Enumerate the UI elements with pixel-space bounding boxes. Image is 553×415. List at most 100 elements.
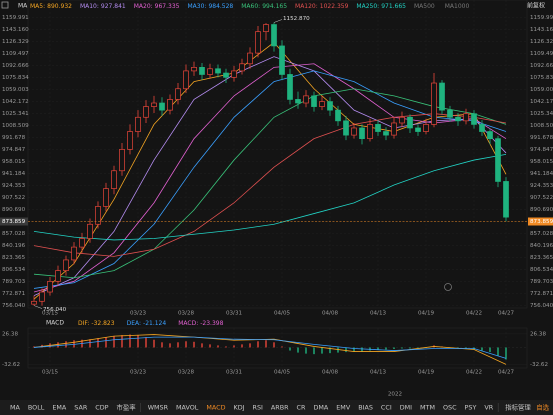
tab[interactable]: 指标管理 [505, 403, 531, 412]
y-tick-label: 789.703 [530, 279, 553, 285]
y-tick-label: 991.678 [530, 135, 553, 141]
candle-body [487, 131, 493, 140]
y-tick-label: 890.690 [2, 207, 26, 213]
y-tick-label: 1092.666 [530, 63, 553, 69]
tab[interactable]: EMV [336, 404, 351, 412]
y-tick-label: 941.184 [2, 171, 26, 177]
candle-body [255, 31, 261, 54]
legend-entry: MA30: 984.528 [187, 3, 233, 10]
ma-line [33, 153, 507, 241]
candle-body [143, 106, 149, 118]
legend-name: DIF [78, 320, 88, 327]
legend-name: MA250 [356, 3, 377, 10]
y-tick-label: 1143.160 [530, 27, 553, 33]
x-tick-label: 03/23 [130, 370, 147, 376]
legend-value: -21.124 [143, 320, 166, 327]
y-tick-label: -32.62 [2, 362, 20, 368]
candle-body [391, 122, 397, 136]
macd-title: MACD [46, 320, 64, 327]
y-tick-label: 1159.991 [2, 15, 29, 21]
candle-body [103, 188, 109, 207]
tab[interactable]: PSY [465, 404, 477, 412]
tab[interactable]: WMSR [148, 404, 169, 412]
y-tick-label: 840.196 [530, 243, 553, 249]
candle-body [503, 181, 509, 218]
tab[interactable]: 市盈率 [117, 403, 137, 412]
macd-line [33, 336, 507, 359]
y-tick-label: 991.678 [2, 135, 26, 141]
candle-body [343, 120, 349, 136]
candle-body [479, 124, 485, 132]
x-tick-label: 04/05 [274, 311, 291, 317]
low-marker [33, 305, 43, 309]
tab[interactable]: DMI [400, 404, 412, 412]
tab[interactable]: ARBR [271, 404, 289, 412]
legend-entry: DEA: -21.124 [127, 320, 167, 327]
y-tick-label: 1092.666 [2, 63, 29, 69]
candle-body [327, 101, 333, 111]
legend-name: MACD [178, 320, 196, 327]
tab[interactable]: CDP [95, 404, 108, 412]
tab[interactable]: BOLL [28, 404, 45, 412]
tab[interactable]: MTM [420, 404, 435, 412]
candle-body [55, 270, 61, 282]
tab[interactable]: CR [297, 404, 306, 412]
y-tick-label: 907.522 [2, 195, 25, 201]
favorite-tab[interactable]: 自选 [536, 403, 549, 412]
y-tick-label: 857.028 [530, 231, 553, 237]
candle-body [119, 149, 125, 172]
y-tick-label: 1109.497 [2, 51, 29, 57]
high-label: 1152.870 [283, 16, 310, 22]
y-tick-label: 789.703 [2, 279, 26, 285]
y-tick-label: 924.353 [530, 183, 553, 189]
tab[interactable]: RSI [253, 404, 263, 412]
candle-body [447, 109, 453, 118]
x-tick-label: 03/28 [178, 370, 195, 376]
settings-icon[interactable] [1, 1, 9, 9]
adjust-label[interactable]: 前复权 [527, 2, 545, 10]
tab[interactable]: OSC [443, 404, 457, 412]
candle-body [455, 116, 461, 122]
candle-body [127, 131, 133, 150]
candle-body [415, 127, 421, 132]
locate-icon[interactable] [444, 283, 452, 291]
tab[interactable]: SAR [74, 404, 88, 412]
candle-body [231, 70, 237, 78]
x-tick-label: 04/13 [370, 311, 387, 317]
legend-value: 994.165 [262, 3, 287, 10]
y-tick-label: 806.534 [2, 267, 26, 273]
legend-value: 890.932 [47, 3, 72, 10]
legend-value: -23.398 [200, 320, 223, 327]
y-tick-label: 1025.341 [530, 111, 553, 117]
candle-body [151, 102, 157, 107]
indicator-label[interactable]: MA [18, 3, 28, 10]
candle-body [191, 66, 197, 72]
legend-name: DEA [127, 320, 140, 327]
candle-body [495, 138, 501, 182]
x-tick-label: 03/31 [226, 370, 243, 376]
x-tick-label: 04/27 [498, 311, 515, 317]
y-tick-label: 1126.329 [2, 39, 29, 45]
legend-separator: : [87, 320, 89, 327]
candle-body [295, 99, 301, 104]
tab[interactable]: DMA [313, 404, 328, 412]
y-tick-label: 823.365 [2, 255, 26, 261]
legend-separator: : [43, 3, 45, 10]
y-tick-label: 958.015 [2, 159, 26, 165]
legend-entry: MA20: 967.335 [134, 3, 180, 10]
tab[interactable]: MACD [206, 404, 225, 412]
tab[interactable]: EMA [52, 404, 67, 412]
tab[interactable]: MA [10, 404, 21, 412]
tab[interactable]: BIAS [358, 404, 373, 412]
tab[interactable]: CCI [381, 404, 392, 412]
candle-body [247, 52, 253, 65]
tab[interactable]: VR [484, 404, 493, 412]
y-tick-label: 907.522 [530, 195, 553, 201]
y-tick-label: 1126.329 [530, 39, 553, 45]
legend-name: MA10 [80, 3, 97, 10]
tab[interactable]: MAVOL [176, 404, 199, 412]
candle-body [79, 238, 85, 248]
tab[interactable]: KDJ [234, 404, 245, 412]
